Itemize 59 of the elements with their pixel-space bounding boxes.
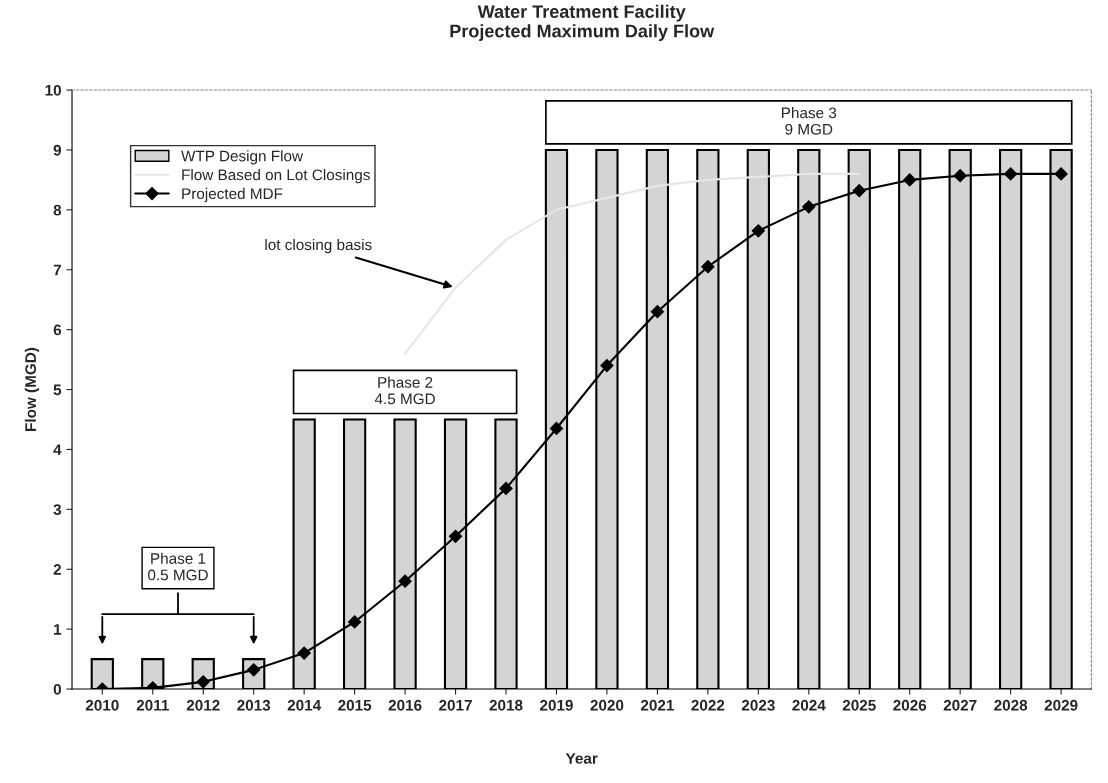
y-tick-label: 7 [53, 264, 61, 276]
x-tick-label: 2023 [741, 699, 775, 711]
y-tick-label: 8 [53, 204, 62, 216]
y-tick-label: 9 [53, 144, 62, 156]
point [196, 675, 210, 689]
x-tick-label: 2025 [842, 699, 876, 711]
x-tick-label: 2013 [237, 699, 271, 711]
point [953, 169, 967, 183]
point [297, 646, 311, 660]
legend-label: Flow Based on Lot Closings [182, 169, 370, 184]
y-tick-label: 6 [53, 324, 62, 336]
x-tick-label: 2024 [792, 699, 826, 711]
annotation: Phase 3 9 MGD [782, 107, 837, 135]
point [802, 200, 816, 214]
y-axis-title: Flow (MGD) [24, 347, 40, 431]
x-tick-label: 2014 [287, 699, 322, 711]
x-tick-label: 2028 [994, 699, 1028, 711]
annotation: Phase 2 4.5 MGD [374, 376, 435, 405]
legend-label: Projected MDF [182, 187, 283, 203]
point [903, 173, 917, 187]
point [549, 421, 564, 436]
y-tick-label: 0 [53, 683, 61, 695]
y-tick-label: 2 [53, 564, 61, 575]
annotation: Phase 1 0.5 MGD [148, 552, 208, 581]
x-tick-label: 2011 [136, 699, 169, 711]
x-tick-label: 2019 [540, 699, 573, 711]
point [650, 305, 664, 319]
x-tick-label: 2016 [388, 699, 422, 711]
line-series [404, 172, 861, 355]
annotation: lot closing basis [265, 238, 372, 254]
point [448, 529, 463, 543]
y-tick-label: 10 [45, 84, 61, 96]
x-axis-title: Year [565, 753, 598, 764]
point [751, 224, 765, 238]
y-tick-label: 5 [53, 384, 62, 396]
point [1054, 167, 1068, 181]
y-tick-label: 4 [53, 444, 62, 455]
x-tick-label: 2021 [640, 699, 674, 711]
x-tick-label: 2022 [691, 699, 725, 711]
y-tick-label: 1 [54, 624, 62, 635]
x-tick-label: 2012 [186, 699, 220, 711]
point [499, 481, 513, 495]
point [348, 615, 362, 629]
x-tick-label: 2027 [943, 699, 977, 711]
x-tick-label: 2018 [489, 699, 523, 711]
x-tick-label: 2015 [338, 699, 372, 711]
point [398, 574, 412, 588]
x-tick-label: 2020 [590, 699, 624, 711]
legend-label: WTP Design Flow [181, 150, 304, 165]
x-tick-label: 2026 [893, 699, 927, 711]
x-tick-label: 2029 [1044, 699, 1078, 711]
point [1004, 167, 1018, 181]
x-tick-label: 2010 [85, 699, 119, 711]
point [701, 260, 715, 274]
point [600, 358, 614, 373]
chart-title: Water Treatment Facility Projected Maximum Daily Flow [450, 4, 715, 42]
x-tick-label: 2017 [439, 699, 472, 711]
point [852, 184, 866, 198]
y-tick-label: 3 [53, 504, 62, 516]
